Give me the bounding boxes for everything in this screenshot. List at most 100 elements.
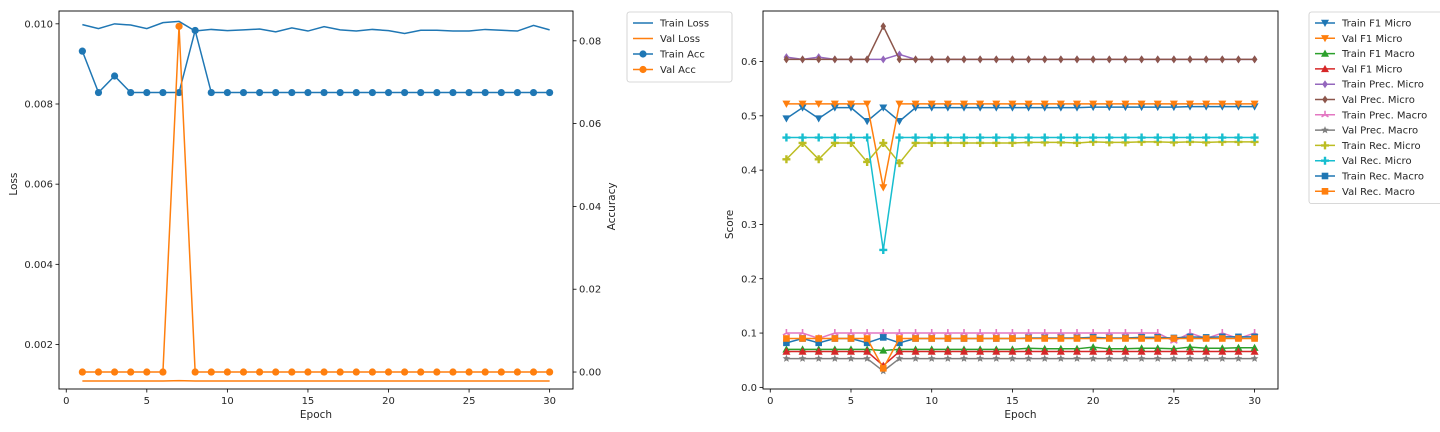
loss-accuracy-chart: 0 5 10 15 20 25 30 Epoch 0.002 0.004 0.006 0.008 0.0… [8, 10, 733, 421]
data-point [961, 55, 967, 64]
legend-marker [1321, 156, 1329, 165]
data-point [127, 368, 135, 376]
data-point [846, 347, 855, 355]
data-point [879, 365, 887, 372]
series-line-val-f1-micro [786, 350, 1255, 367]
data-point [1186, 347, 1195, 355]
data-point [863, 354, 871, 362]
legend-item-val-prec-micro: Val Prec. Micro [1315, 95, 1415, 106]
data-point [401, 368, 409, 376]
data-point [992, 329, 1001, 336]
data-point [1009, 55, 1016, 64]
data-point [928, 55, 935, 64]
data-point [879, 334, 887, 341]
data-point [993, 55, 1000, 64]
data-point [863, 329, 872, 336]
data-point [1137, 133, 1146, 142]
data-point [927, 104, 936, 112]
data-point [1186, 100, 1195, 108]
data-point [832, 55, 838, 64]
data-point [223, 88, 231, 97]
data-point [863, 100, 872, 108]
legend-item-val-prec-macro: Val Prec. Macro [1315, 126, 1418, 137]
x-tick-label: 25 [1168, 396, 1181, 407]
data-point [433, 368, 441, 376]
legend-marker [1322, 80, 1328, 89]
data-point [863, 347, 872, 355]
legend-item-train-loss: Train Loss [633, 19, 709, 30]
data-point [976, 347, 985, 355]
data-point [1250, 343, 1259, 351]
data-point [814, 115, 823, 123]
data-point [546, 368, 554, 376]
data-point [1121, 354, 1130, 362]
data-point [449, 368, 457, 376]
y-tick-label: 0.008 [24, 99, 53, 110]
data-point [1234, 100, 1243, 108]
data-point [1169, 133, 1178, 142]
data-point [1008, 347, 1017, 355]
x-tick-label: 20 [1087, 396, 1100, 407]
data-point [175, 22, 183, 30]
data-point [1250, 100, 1259, 108]
data-point [1122, 55, 1129, 64]
data-point [1202, 335, 1210, 342]
data-point [497, 368, 505, 376]
score-chart: 0 5 10 15 20 25 30 Epoch 0.0 0.1 0.2 0.3 0.4 0.5 0.6 Sc… [724, 10, 1440, 421]
data-point [944, 354, 952, 362]
data-point [1073, 133, 1081, 142]
data-point [911, 347, 920, 355]
data-point [1170, 335, 1178, 342]
legend-label: Val Rec. Micro [1342, 156, 1412, 167]
data-point [943, 100, 952, 108]
data-point [976, 104, 985, 112]
data-point [1105, 133, 1114, 142]
data-point [879, 184, 888, 192]
data-point [1234, 343, 1243, 351]
data-point [1040, 100, 1049, 108]
data-point [863, 339, 871, 347]
legend-item-val-f1-micro: Val F1 Micro [1315, 34, 1402, 45]
data-point [1153, 347, 1162, 355]
data-point [1202, 354, 1210, 362]
legend-label: Train Prec. Macro [1341, 110, 1427, 121]
data-point [1137, 347, 1146, 355]
data-point [1121, 347, 1130, 355]
data-point [352, 88, 360, 97]
data-point [1024, 100, 1033, 108]
data-point [831, 335, 839, 342]
data-point [943, 329, 952, 336]
legend-item-train-prec-macro: Train Prec. Macro [1315, 110, 1427, 121]
legend-marker [1321, 172, 1329, 180]
data-point [815, 55, 822, 64]
data-point [304, 88, 312, 97]
data-point [481, 88, 489, 97]
data-point [798, 354, 807, 362]
data-point [1186, 354, 1194, 362]
data-point [912, 335, 919, 342]
legend-marker [1321, 64, 1329, 73]
legend-item-val-loss: Val Loss [633, 34, 700, 45]
legend: Train F1 Micro Val F1 Micro Train F1 Macro… [1308, 11, 1440, 204]
data-point [1009, 335, 1016, 342]
data-point [1234, 133, 1243, 142]
data-point [529, 368, 538, 376]
data-point [1218, 133, 1227, 142]
data-point [992, 354, 1001, 362]
data-point [1008, 354, 1017, 362]
series-line-val-acc [82, 26, 550, 373]
data-point [1202, 133, 1211, 142]
data-point [465, 368, 473, 376]
data-point [1251, 335, 1258, 342]
data-point [815, 339, 822, 347]
data-point [960, 335, 968, 342]
data-point [782, 354, 791, 362]
data-point [911, 354, 920, 362]
data-point [1153, 100, 1162, 108]
data-point [798, 133, 807, 142]
legend-marker [639, 65, 647, 74]
data-point [895, 159, 904, 168]
series-val-f1-micro [782, 347, 1259, 369]
data-point [992, 335, 1000, 342]
data-point [546, 88, 554, 97]
